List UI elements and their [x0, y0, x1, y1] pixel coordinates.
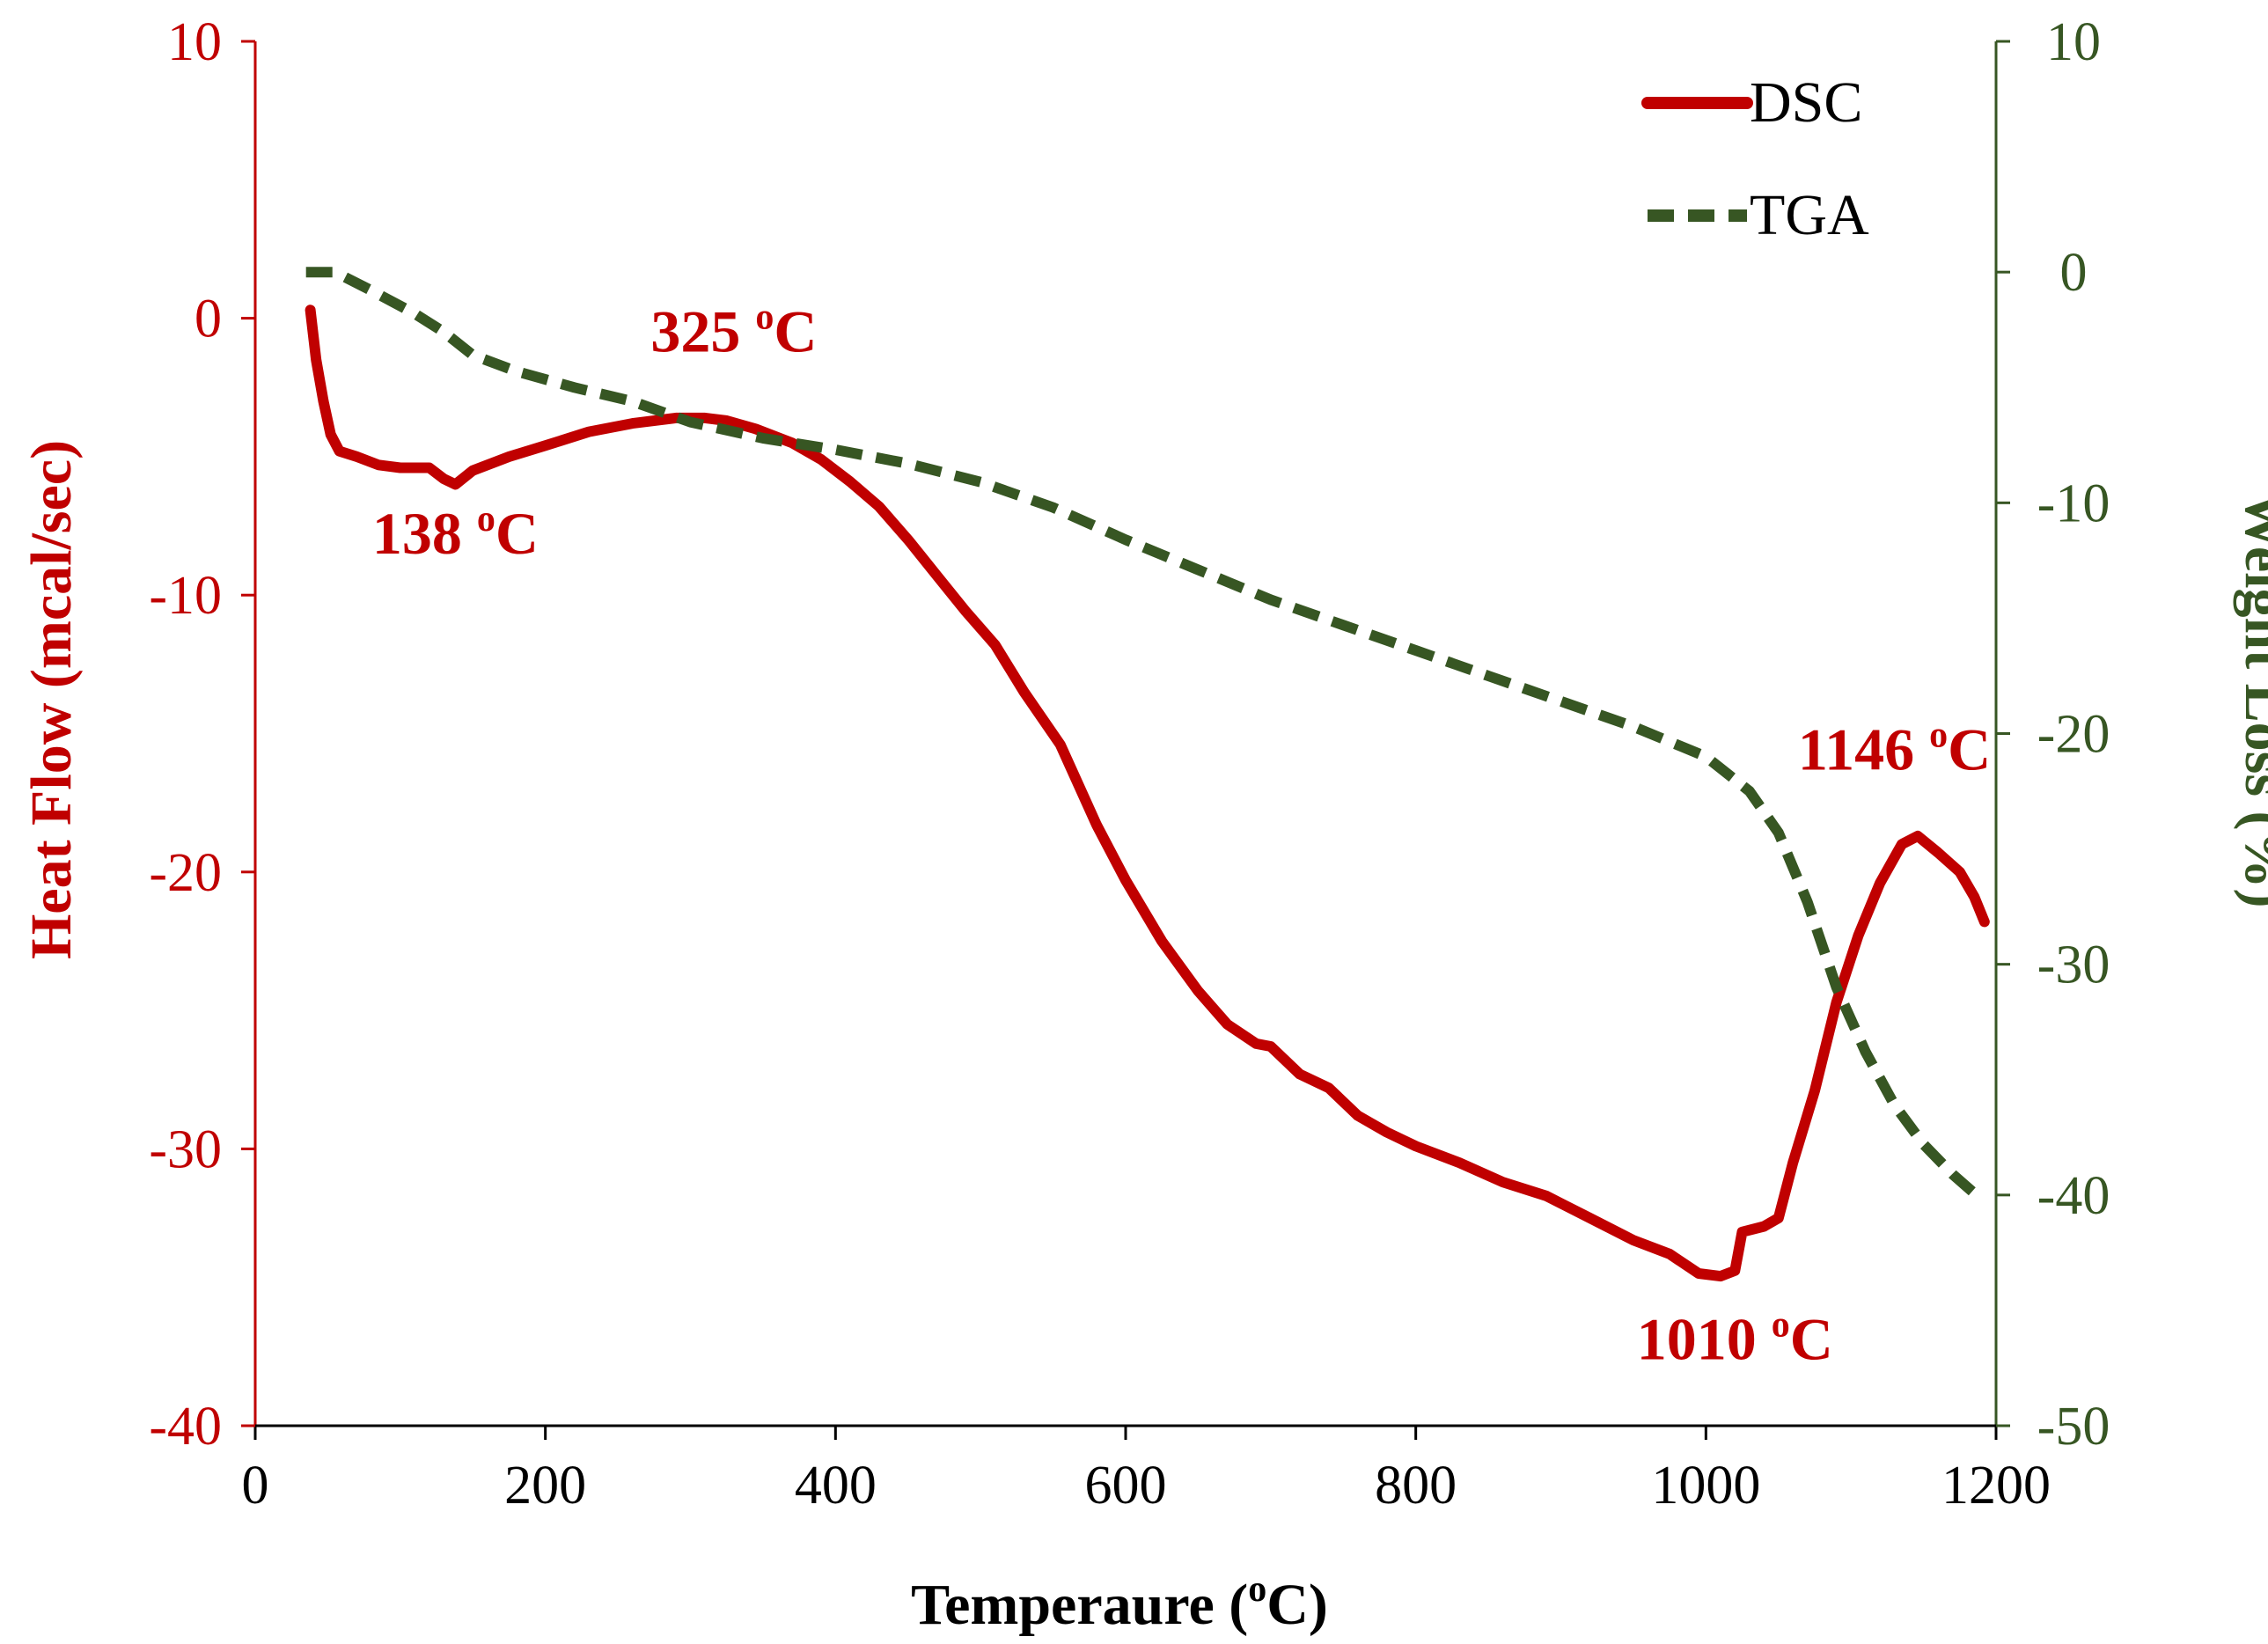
peak-annotation-value: 138 [372, 500, 477, 567]
y-right-tick-label: 0 [2060, 243, 2088, 303]
series-line-tga [305, 267, 1985, 1204]
x-axis-title-tail: C) [1266, 1573, 1328, 1637]
x-tick-label: 200 [504, 1456, 586, 1516]
y-left-tick-label: -10 [149, 566, 222, 626]
y-left-tick-label: 10 [167, 12, 222, 72]
x-tick-label: 1200 [1941, 1456, 2051, 1516]
y-axis-right-title: Weight Loss (%) [2233, 491, 2268, 907]
peak-annotation-sup: o [477, 499, 495, 539]
peak-annotation: 325 oC [650, 297, 817, 364]
peak-annotation-value: 325 [650, 297, 755, 364]
y-right-tick-label: -40 [2037, 1166, 2110, 1226]
y-right-tick-label: -10 [2037, 473, 2110, 533]
peak-annotation-sup: o [755, 297, 774, 337]
x-tick-label: 600 [1085, 1456, 1167, 1516]
legend-tga-label: TGA [1750, 183, 1869, 247]
peak-annotation-value: 1146 [1798, 716, 1929, 782]
y-right-tick-label: 10 [2046, 12, 2101, 72]
series-line-dsc [305, 305, 1990, 1282]
legend-dsc-label: DSC [1750, 70, 1862, 135]
y-left-tick-label: 0 [195, 290, 222, 349]
peak-annotation: 138 oC [372, 499, 539, 567]
x-axis-title-main: Temperaure ( [911, 1573, 1248, 1637]
x-axis-title: Temperaure (oC) [911, 1569, 1328, 1637]
peak-annotation-unit: C [774, 297, 817, 364]
x-tick-label: 400 [795, 1456, 877, 1516]
y-right-tick-label: -20 [2037, 705, 2110, 765]
axes-group: 0 200 400 600 800 1000 1200100-10-20-30-40100-… [149, 12, 2110, 1516]
y-left-tick-label: -20 [149, 843, 222, 903]
peak-annotation-unit: C [1790, 1305, 1833, 1372]
series-group [305, 267, 1990, 1282]
x-axis-title-sup: o [1248, 1569, 1266, 1610]
peak-annotation: 1010 oC [1637, 1304, 1833, 1372]
y-axis-left-title: Heat Flow (mcal/sec) [19, 440, 84, 959]
y-left-tick-label: -30 [149, 1119, 222, 1179]
peak-annotation-sup: o [1929, 715, 1948, 755]
peak-annotation: 1146 oC [1798, 715, 1991, 782]
y-right-tick-label: -30 [2037, 936, 2110, 995]
y-left-tick-label: -40 [149, 1397, 222, 1457]
peak-annotation-unit: C [495, 500, 539, 567]
peak-annotation-value: 1010 [1637, 1305, 1772, 1372]
peak-annotation-sup: o [1772, 1304, 1790, 1345]
peak-annotation-unit: C [1948, 716, 1991, 782]
x-tick-label: 800 [1375, 1456, 1457, 1516]
x-tick-label: 1000 [1651, 1456, 1760, 1516]
y-right-tick-label: -50 [2037, 1397, 2110, 1457]
x-tick-label: 0 [242, 1456, 269, 1516]
legend: DSC TGA [1641, 70, 1869, 247]
